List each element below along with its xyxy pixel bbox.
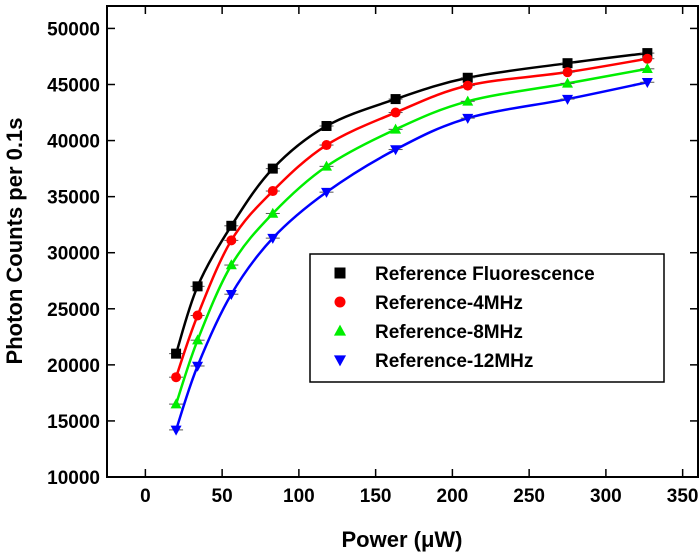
data-point-reference-fluorescence: [642, 48, 653, 59]
y-tick-label: 10000: [47, 468, 100, 489]
x-tick-label: 100: [283, 486, 315, 507]
data-point-reference-8mhz: [562, 77, 574, 88]
data-point-reference-fluorescence: [462, 72, 473, 83]
x-axis-title: Power (μW): [341, 527, 462, 552]
data-markers: [169, 48, 655, 436]
legend-marker-reference-4mhz: [334, 296, 346, 308]
data-point-reference-8mhz: [641, 63, 653, 74]
data-point-reference-4mhz: [462, 80, 473, 91]
data-point-reference-12mhz: [562, 94, 574, 105]
data-point-reference-12mhz: [321, 187, 333, 198]
x-tick-label: 0: [140, 486, 151, 507]
data-point-reference-fluorescence: [321, 120, 332, 131]
data-point-reference-8mhz: [192, 334, 204, 345]
y-tick-label: 30000: [47, 244, 100, 265]
data-point-reference-12mhz: [462, 113, 474, 124]
data-point-reference-4mhz: [192, 310, 203, 321]
data-point-reference-12mhz: [267, 233, 279, 244]
data-point-reference-12mhz: [225, 289, 237, 300]
data-point-reference-4mhz: [562, 67, 573, 78]
x-tick-label: 150: [360, 486, 392, 507]
legend-label-reference-12mhz: Reference-12MHz: [375, 351, 533, 372]
data-point-reference-8mhz: [267, 207, 279, 218]
legend-label-reference-8mhz: Reference-8MHz: [375, 322, 523, 343]
y-tick-label: 40000: [47, 132, 100, 153]
legend-marker-reference-fluorescence: [334, 267, 346, 279]
data-point-reference-fluorescence: [390, 94, 401, 105]
data-point-reference-8mhz: [390, 123, 402, 134]
x-axis-ticks: 0 50 100 150 200 250 300 350: [140, 6, 699, 507]
y-tick-label: 25000: [47, 300, 100, 321]
data-point-reference-12mhz: [641, 78, 653, 89]
data-point-reference-fluorescence: [171, 348, 182, 359]
data-point-reference-4mhz: [321, 140, 332, 151]
data-point-reference-8mhz: [321, 160, 333, 171]
legend-label-reference-4mhz: Reference-4MHz: [375, 293, 523, 314]
data-point-reference-fluorescence: [267, 163, 278, 174]
data-point-reference-fluorescence: [562, 58, 573, 69]
y-tick-label: 20000: [47, 356, 100, 377]
legend-marker-reference-8mhz: [333, 324, 347, 336]
legend-marker-reference-12mhz: [333, 355, 347, 367]
data-point-reference-fluorescence: [226, 220, 237, 231]
y-tick-label: 15000: [47, 412, 100, 433]
y-axis-ticks: 10000 15000 20000 25000 30000 35000 40000 45000…: [47, 19, 698, 489]
data-point-reference-12mhz: [170, 425, 182, 436]
legend-label-reference-fluorescence: Reference Fluorescence: [375, 264, 595, 285]
data-point-reference-8mhz: [170, 398, 182, 409]
data-point-reference-8mhz: [225, 259, 237, 270]
data-point-reference-4mhz: [642, 53, 653, 64]
x-tick-label: 200: [437, 486, 469, 507]
x-tick-label: 350: [667, 486, 699, 507]
y-tick-label: 50000: [47, 19, 100, 40]
fit-curve-reference-12mhz: [174, 81, 648, 431]
data-point-reference-4mhz: [226, 235, 237, 246]
x-tick-label: 300: [590, 486, 622, 507]
data-point-reference-4mhz: [390, 107, 401, 118]
data-point-reference-4mhz: [171, 372, 182, 383]
data-point-reference-4mhz: [267, 186, 278, 197]
data-point-reference-fluorescence: [192, 281, 203, 292]
x-tick-label: 50: [212, 486, 233, 507]
y-tick-label: 45000: [47, 76, 100, 97]
plot-frame: [106, 5, 699, 478]
x-tick-label: 250: [513, 486, 545, 507]
y-axis-title: Photon Counts per 0.1s: [2, 118, 27, 365]
data-point-reference-12mhz: [390, 145, 402, 156]
legend-box: [309, 253, 665, 383]
data-point-reference-8mhz: [462, 95, 474, 106]
data-point-reference-12mhz: [192, 361, 204, 372]
legend: Reference Fluorescence Reference-4MHz Refe…: [309, 253, 665, 383]
y-tick-label: 35000: [47, 188, 100, 209]
